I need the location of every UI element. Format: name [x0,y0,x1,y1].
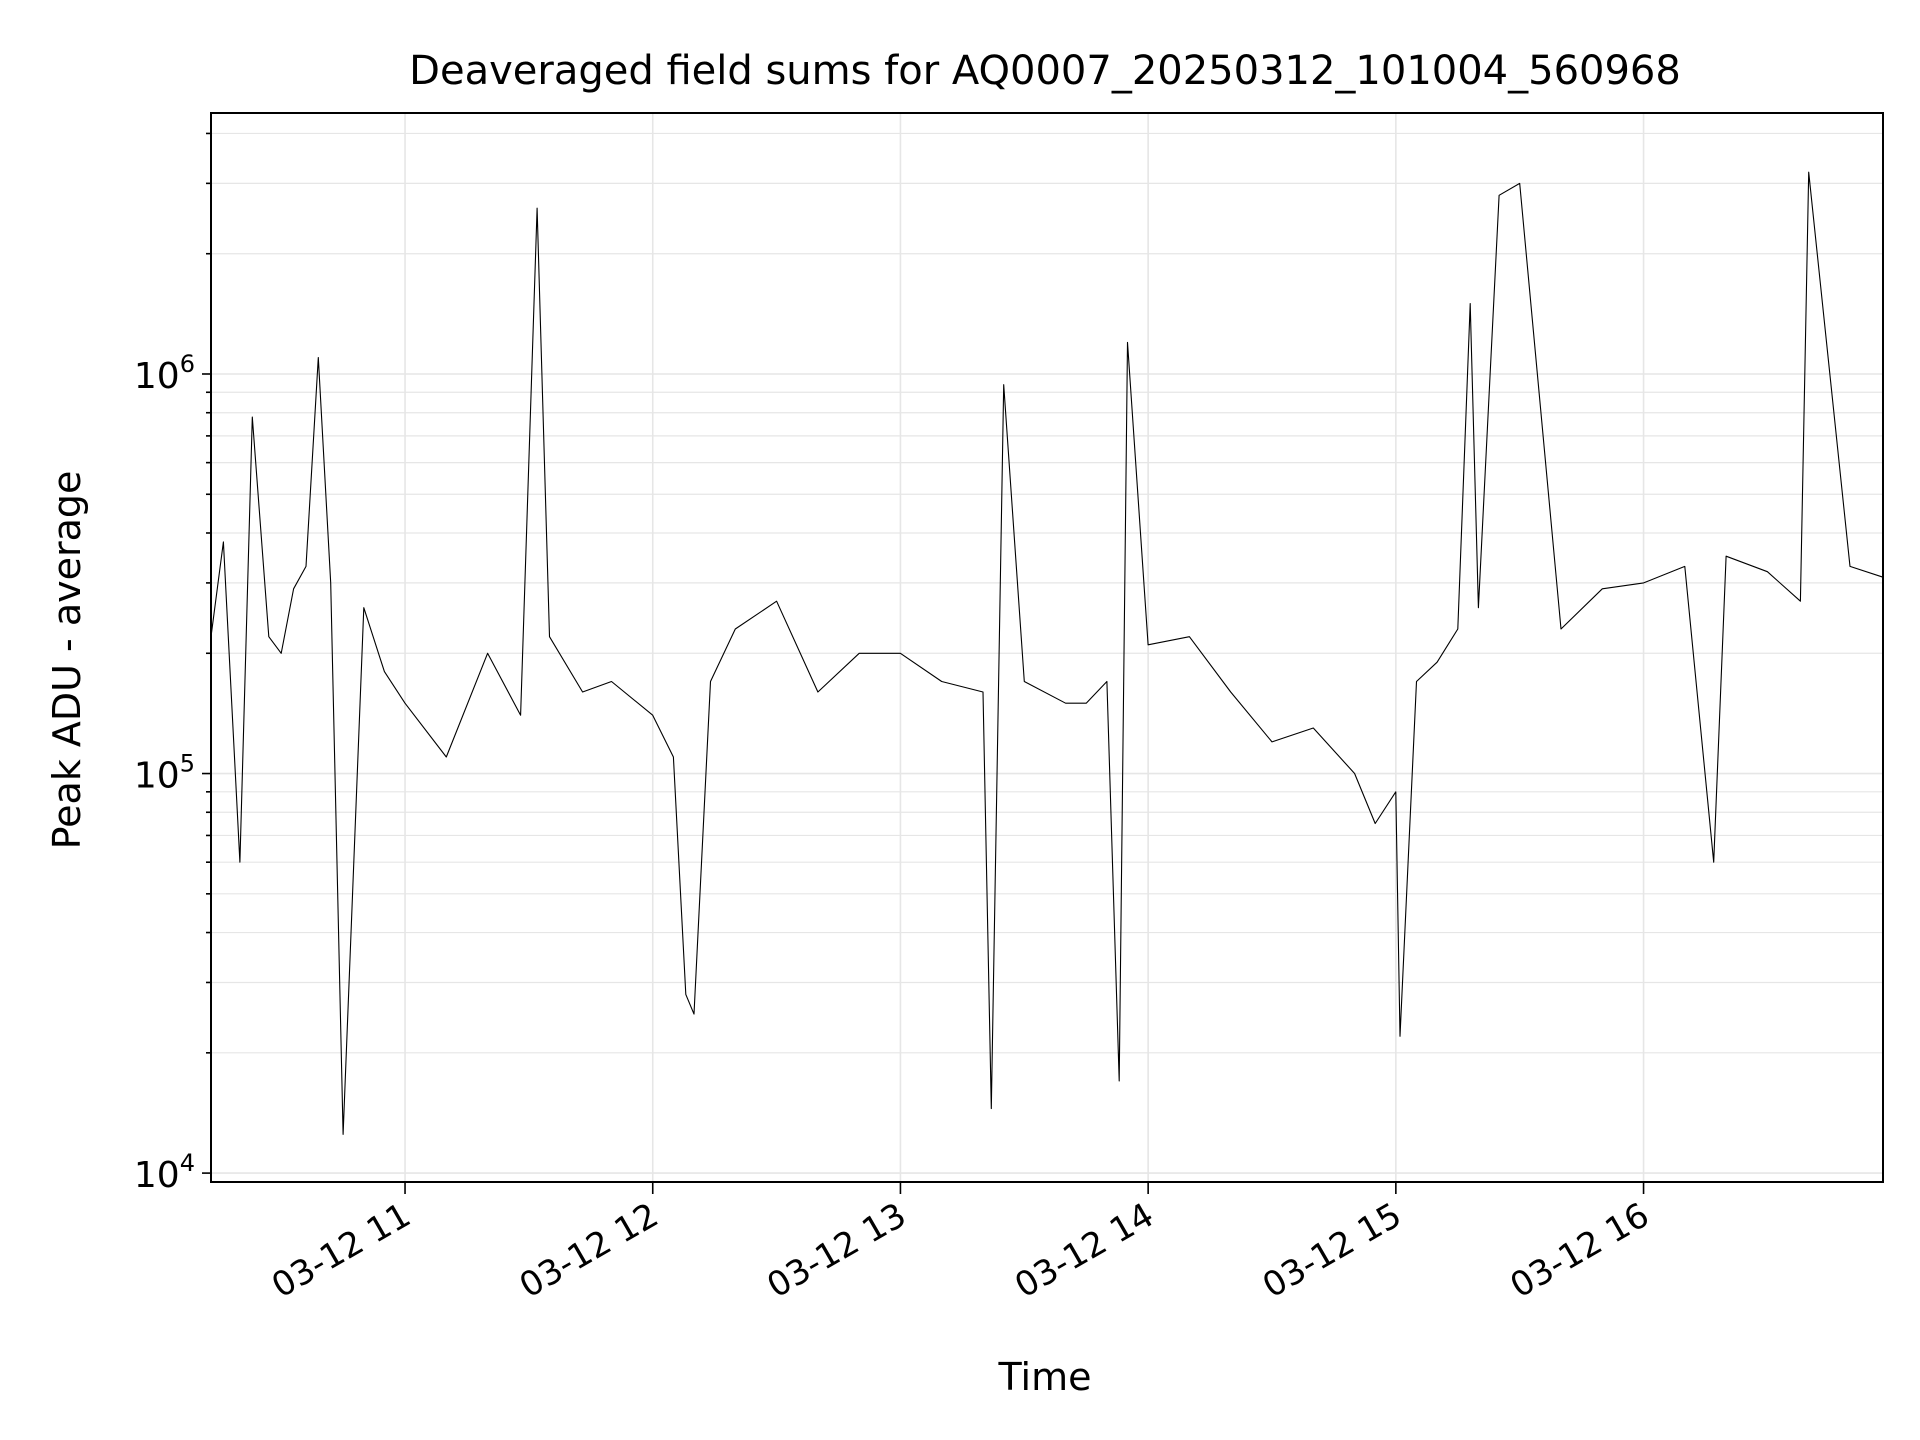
x-axis-label: Time [998,1355,1092,1399]
y-tick-label: 104 [134,1149,195,1196]
y-axis-ticks: 104 105 106 [134,132,211,1196]
series-layer [210,171,1884,1135]
y-axis-label: Peak ADU - average [45,471,89,850]
chart-title: Deaveraged field sums for AQ0007_2025031… [409,48,1681,94]
y-tick-label: 105 [134,750,195,797]
y-tick-label: 106 [134,350,195,397]
grid-lines [211,113,1883,1182]
plot-frame [210,112,1884,1183]
series-line [210,171,1884,1135]
